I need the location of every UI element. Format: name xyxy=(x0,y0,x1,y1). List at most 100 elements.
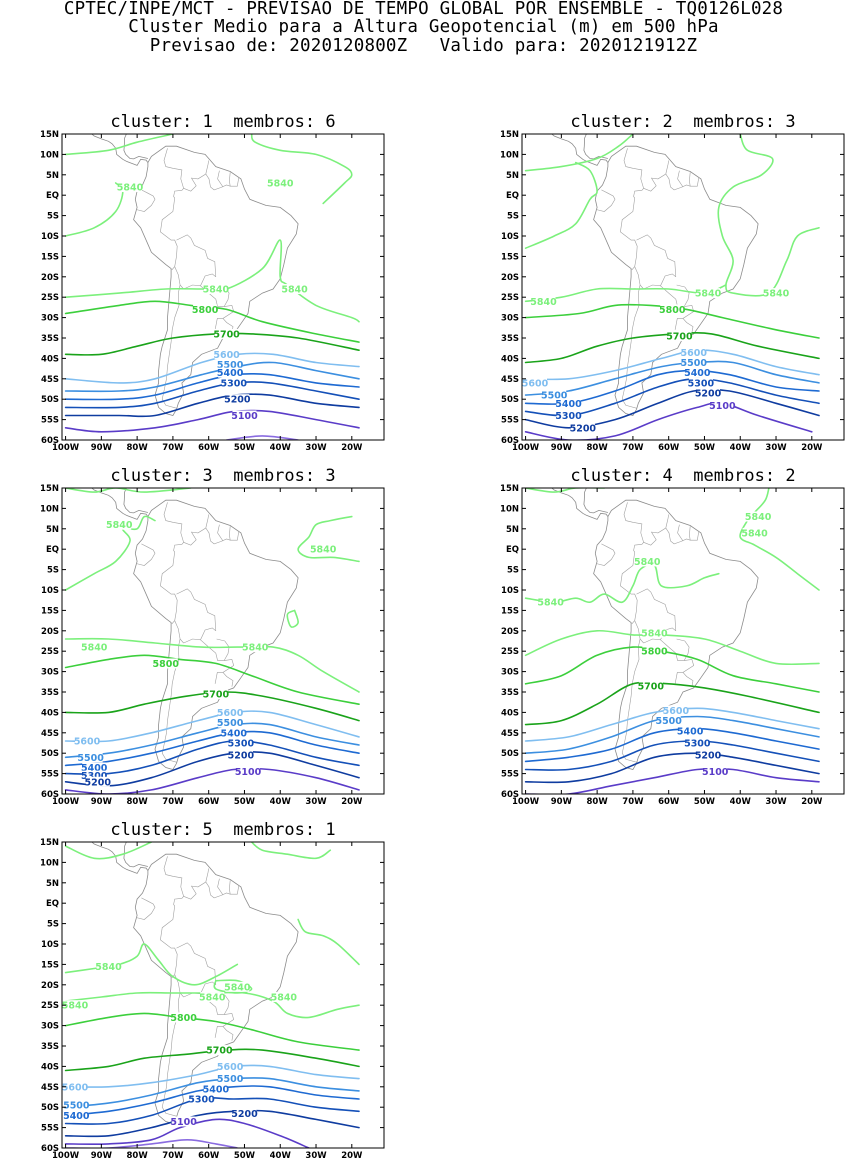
lon-label: 70W xyxy=(162,443,184,453)
contour-label-bg xyxy=(221,727,246,738)
contour-label: 5840 xyxy=(271,993,298,1004)
contour-label: 5840 xyxy=(81,643,108,654)
country-border xyxy=(176,588,217,631)
country-border xyxy=(620,198,638,271)
lat-label: 45S xyxy=(501,729,519,739)
map-panel-cluster-2: cluster: 2 membros: 3 5840 5840 5840 5800 57… xyxy=(460,112,846,457)
contour-label-bg xyxy=(214,328,239,339)
country-border xyxy=(677,524,684,542)
lat-label: 25S xyxy=(501,647,519,657)
map-frame xyxy=(521,487,845,795)
contour-label: 5200 xyxy=(695,751,722,762)
contour-label: 5800 xyxy=(192,305,219,316)
country-border xyxy=(163,502,184,553)
contour-label-bg xyxy=(236,766,261,777)
contour-5400 xyxy=(524,727,820,763)
lat-label: 50S xyxy=(41,749,59,759)
lat-label: 25S xyxy=(41,1001,59,1011)
country-border xyxy=(674,305,695,330)
country-border xyxy=(214,659,235,684)
contour-label: 5500 xyxy=(217,360,244,371)
country-border xyxy=(229,880,231,895)
contour-label: 5840 xyxy=(62,1001,89,1012)
contour-label-bg xyxy=(696,750,721,761)
contour-5840 xyxy=(64,943,239,986)
lat-label: 60S xyxy=(41,436,59,446)
coastline xyxy=(133,499,299,770)
lon-label: 90W xyxy=(91,797,113,807)
contour-label: 5840 xyxy=(95,962,122,973)
contour-label: 5840 xyxy=(530,297,557,308)
contour-5500 xyxy=(64,1077,360,1108)
cluster-number: 3 xyxy=(202,466,213,486)
contour-label: 5200 xyxy=(570,423,597,434)
country-border xyxy=(163,856,184,907)
contour-label-bg xyxy=(64,1100,89,1111)
lon-label: 100W xyxy=(52,443,80,453)
country-border xyxy=(674,659,695,684)
lat-label: 45S xyxy=(41,729,59,739)
cluster-label: cluster: xyxy=(110,112,193,132)
contour-5700 xyxy=(64,332,360,356)
coastline xyxy=(123,488,148,514)
map-frame xyxy=(61,841,385,1149)
contour-5800 xyxy=(64,654,360,705)
contour-label: 5600 xyxy=(663,706,690,717)
lon-label: 70W xyxy=(622,443,644,453)
contour-label: 5300 xyxy=(221,378,248,389)
contour-label-bg xyxy=(232,410,257,421)
lat-label: 5N xyxy=(506,171,519,181)
country-border xyxy=(183,273,216,290)
contour-label: 5100 xyxy=(702,767,729,778)
contour-label: 5840 xyxy=(281,285,308,296)
contour-5840 xyxy=(524,488,606,493)
contour-label-bg xyxy=(214,349,239,360)
contour-label-bg xyxy=(271,992,296,1003)
map-panel-cluster-4: cluster: 4 membros: 2 5840 5840 5840 5840 58… xyxy=(460,466,846,811)
contour-label: 5100 xyxy=(170,1117,197,1128)
country-border xyxy=(623,148,644,199)
country-border xyxy=(623,502,644,553)
contours xyxy=(524,488,820,794)
contour-label-bg xyxy=(221,377,246,388)
contour-label-bg xyxy=(688,377,713,388)
lon-label: 70W xyxy=(162,797,184,807)
contour-label: 5840 xyxy=(641,628,668,639)
map-frame xyxy=(521,133,845,441)
country-border xyxy=(160,552,178,625)
lon-label: 30W xyxy=(765,797,787,807)
lat-label: 50S xyxy=(501,749,519,759)
lat-label: 30S xyxy=(41,314,59,324)
contour-label-bg xyxy=(681,357,706,368)
lat-label: 10N xyxy=(40,150,59,160)
contour-label: 5200 xyxy=(85,777,112,788)
lat-label: 10S xyxy=(501,586,519,596)
lon-label: 100W xyxy=(512,797,540,807)
coastline xyxy=(525,134,609,166)
cluster-number: 1 xyxy=(202,112,213,132)
contour-label-bg xyxy=(531,296,556,307)
contour-5600 xyxy=(64,710,360,743)
contour-5100 xyxy=(64,409,360,433)
country-border xyxy=(689,526,691,541)
lon-label: 30W xyxy=(765,443,787,453)
country-border xyxy=(160,198,178,271)
header-line-1: CPTEC/INPE/MCT - PREVISAO DE TEMPO GLOBA… xyxy=(63,0,784,19)
lat-label: 30S xyxy=(41,668,59,678)
panel-title: cluster: 5 membros: 1 xyxy=(60,820,386,840)
lat-label: 40S xyxy=(501,708,519,718)
panel-title: cluster: 2 membros: 3 xyxy=(520,112,846,132)
lat-label: 10S xyxy=(41,940,59,950)
contour-label-bg xyxy=(203,284,228,295)
contour-label-bg xyxy=(311,544,336,555)
country-border xyxy=(636,234,677,277)
lat-label: 15N xyxy=(500,484,519,494)
contour-5840 xyxy=(297,515,360,563)
country-border xyxy=(621,284,641,409)
lat-label: 10N xyxy=(40,504,59,514)
lon-label: 70W xyxy=(622,797,644,807)
contour-5840 xyxy=(524,134,634,172)
country-border xyxy=(660,638,690,661)
contour-5300 xyxy=(64,1097,360,1125)
